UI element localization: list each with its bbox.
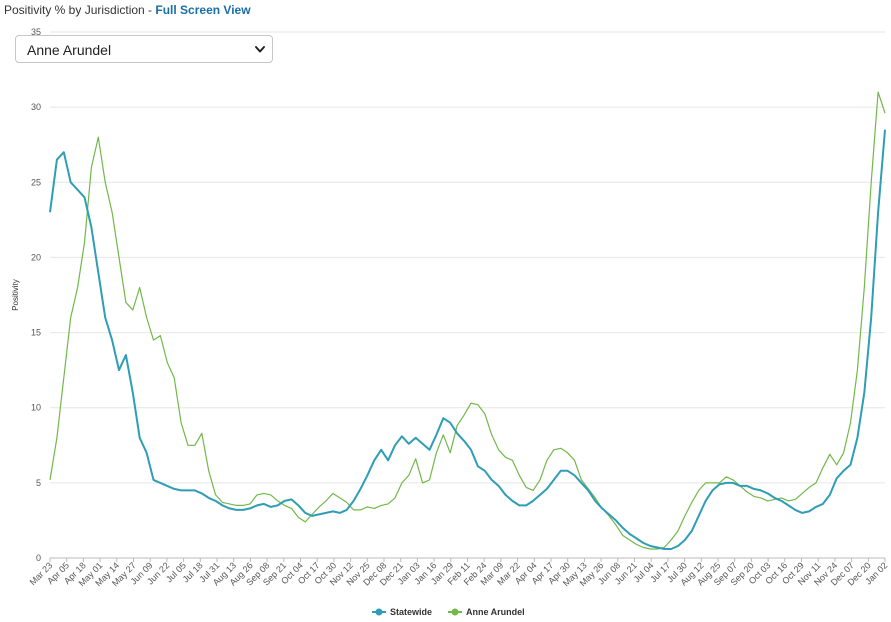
chart-header: Positivity % by Jurisdiction - Full Scre… — [4, 3, 251, 17]
chart-header-title: Positivity % by Jurisdiction - — [4, 3, 156, 17]
jurisdiction-select-value: Anne Arundel — [27, 42, 112, 58]
series-line-anne-arundel — [49, 91, 886, 550]
y-tick-label: 10 — [31, 403, 41, 413]
y-tick-label: 25 — [31, 177, 41, 187]
series-line-statewide — [49, 129, 886, 550]
full-screen-view-link[interactable]: Full Screen View — [155, 3, 251, 17]
chevron-down-icon — [255, 46, 265, 53]
y-tick-label: 20 — [31, 252, 41, 262]
y-tick-label: 30 — [31, 102, 41, 112]
y-tick-label: 15 — [31, 328, 41, 338]
legend-label-statewide[interactable]: Statewide — [390, 607, 432, 617]
jurisdiction-select[interactable]: Anne Arundel — [15, 35, 273, 63]
legend-label-anne-arundel[interactable]: Anne Arundel — [466, 607, 525, 617]
y-tick-label: 5 — [36, 478, 41, 488]
y-tick-label: 35 — [31, 27, 41, 37]
legend-marker-statewide[interactable] — [375, 608, 383, 616]
legend-marker-anne-arundel[interactable] — [451, 608, 459, 616]
y-tick-label: 0 — [36, 553, 41, 563]
y-axis-label: Positivity — [11, 279, 20, 311]
